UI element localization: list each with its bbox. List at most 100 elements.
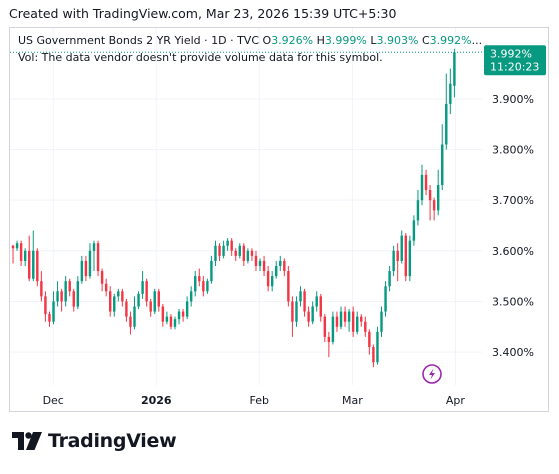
candle: [441, 124, 444, 191]
candle-body: [331, 316, 335, 342]
candle-body: [262, 260, 266, 272]
candle: [96, 240, 100, 277]
price-badge-value: 3.992%: [490, 47, 532, 60]
candle: [185, 296, 189, 320]
candle: [226, 238, 229, 251]
candle: [428, 184, 432, 221]
time-tick-label: Feb: [250, 394, 269, 407]
price-badge: 3.992% 11:20:23: [484, 45, 546, 76]
candle: [364, 316, 367, 337]
candle-body: [436, 184, 440, 211]
candle: [416, 190, 420, 226]
candle-body: [133, 306, 136, 327]
candle-body: [92, 243, 96, 251]
candle: [246, 248, 250, 264]
open-label: O: [262, 34, 272, 47]
candle: [214, 240, 217, 266]
time-tick-label: Apr: [446, 394, 466, 407]
candle: [404, 233, 408, 282]
candle-body: [153, 291, 156, 312]
candle: [295, 296, 298, 327]
candle-body: [242, 245, 246, 261]
candle-body: [266, 271, 270, 287]
candle-body: [339, 311, 343, 327]
candle-body: [173, 319, 177, 327]
tradingview-logo-text: TradingView: [48, 430, 177, 452]
candle-body: [408, 240, 412, 277]
candle-body: [364, 321, 367, 332]
candle: [153, 288, 156, 315]
low-label: L: [370, 34, 377, 47]
candle-body: [303, 291, 306, 312]
candle: [40, 271, 43, 302]
candle-body: [52, 301, 55, 322]
candle-body: [218, 245, 221, 256]
candle: [262, 255, 266, 277]
candle-body: [125, 301, 128, 317]
candle-body: [181, 311, 185, 317]
candle-body: [412, 220, 416, 241]
candle-body: [36, 250, 39, 282]
created-with-text: Created with TradingView.com, Mar 23, 20…: [9, 6, 397, 21]
lightning-icon[interactable]: [422, 364, 442, 384]
candle: [238, 243, 241, 259]
candle: [137, 291, 140, 310]
candle-body: [376, 331, 379, 363]
candle-body: [275, 266, 278, 277]
candle-body: [307, 311, 310, 322]
candle: [56, 281, 59, 307]
candle-body: [11, 245, 15, 249]
candle-body: [388, 271, 391, 287]
candle: [303, 288, 306, 317]
candle: [400, 230, 403, 264]
candle: [254, 250, 258, 272]
candle-body: [372, 347, 375, 363]
candle-body: [60, 291, 63, 302]
volume-note: Vol: The data vendor doesn't provide vol…: [18, 51, 383, 64]
candle: [339, 306, 343, 330]
candle-body: [68, 281, 71, 292]
candle: [283, 258, 286, 277]
candle-body: [76, 281, 80, 307]
candle-body: [72, 291, 75, 307]
candle-body: [32, 250, 35, 279]
tradingview-logo[interactable]: TradingView: [12, 430, 177, 452]
high-label: H: [316, 34, 325, 47]
candle: [412, 215, 416, 246]
candle: [52, 291, 55, 325]
candle-body: [319, 296, 322, 317]
candle-body: [360, 316, 363, 322]
candle-body: [351, 311, 355, 332]
candle-body: [84, 260, 88, 277]
candles: [11, 48, 456, 368]
candle-body: [141, 281, 144, 294]
candle: [202, 276, 205, 297]
candle-body: [299, 291, 302, 302]
candle: [104, 278, 108, 297]
candle-body: [355, 316, 359, 332]
candle: [129, 311, 132, 335]
symbol-legend: US Government Bonds 2 YR Yield · 1D · TV…: [18, 34, 482, 47]
candle: [165, 311, 169, 325]
low-value: 3.903%: [376, 34, 419, 47]
candle-body: [165, 316, 169, 322]
chart-frame[interactable]: [9, 27, 549, 412]
candle: [311, 301, 314, 325]
candle: [279, 255, 282, 272]
candle-body: [177, 311, 181, 320]
candle-body: [238, 245, 241, 256]
candle: [445, 73, 448, 150]
candle: [408, 235, 412, 282]
candle: [32, 230, 35, 282]
candle-body: [404, 235, 408, 277]
price-tick-label: 3.800%: [492, 144, 534, 157]
candle-body: [234, 250, 237, 256]
candle: [266, 266, 270, 292]
candle-body: [291, 301, 294, 322]
candle: [23, 248, 27, 266]
candle-body: [420, 174, 424, 201]
candle: [72, 288, 75, 312]
candle: [234, 248, 237, 261]
candle: [113, 293, 116, 317]
